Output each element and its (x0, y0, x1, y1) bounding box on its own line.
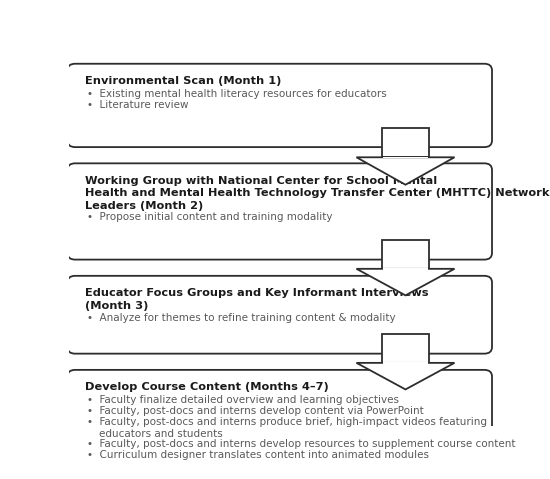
Text: •  Curriculum designer translates content into animated modules: • Curriculum designer translates content… (87, 450, 429, 460)
Polygon shape (383, 362, 428, 364)
FancyBboxPatch shape (68, 163, 492, 260)
Text: •  Faculty, post-docs and interns produce brief, high-impact videos featuring: • Faculty, post-docs and interns produce… (87, 418, 487, 427)
Text: •  Existing mental health literacy resources for educators: • Existing mental health literacy resour… (87, 89, 387, 99)
Polygon shape (383, 268, 428, 270)
Polygon shape (382, 240, 429, 269)
Polygon shape (356, 157, 454, 185)
Text: •  Faculty, post-docs and interns develop resources to supplement course content: • Faculty, post-docs and interns develop… (87, 439, 515, 449)
Text: •  Literature review: • Literature review (87, 100, 189, 110)
Polygon shape (383, 157, 428, 158)
Text: •  Propose initial content and training modality: • Propose initial content and training m… (87, 212, 333, 222)
FancyBboxPatch shape (68, 276, 492, 354)
Text: •  Faculty finalize detailed overview and learning objectives: • Faculty finalize detailed overview and… (87, 395, 399, 405)
Polygon shape (356, 363, 454, 389)
FancyBboxPatch shape (68, 64, 492, 147)
Text: •  Faculty, post-docs and interns develop content via PowerPoint: • Faculty, post-docs and interns develop… (87, 406, 424, 416)
Text: Develop Course Content (Months 4–7): Develop Course Content (Months 4–7) (85, 382, 328, 392)
Text: •  Analyze for themes to refine training content & modality: • Analyze for themes to refine training … (87, 313, 395, 323)
Text: Working Group with National Center for School Mental
Health and Mental Health Te: Working Group with National Center for S… (85, 175, 549, 211)
Text: Educator Focus Groups and Key Informant Interviews
(Month 3): Educator Focus Groups and Key Informant … (85, 288, 428, 311)
Text: educators and students: educators and students (98, 429, 222, 438)
Polygon shape (382, 127, 429, 157)
Polygon shape (356, 269, 454, 296)
FancyBboxPatch shape (68, 370, 492, 438)
Polygon shape (382, 334, 429, 363)
Text: Environmental Scan (Month 1): Environmental Scan (Month 1) (85, 76, 281, 86)
